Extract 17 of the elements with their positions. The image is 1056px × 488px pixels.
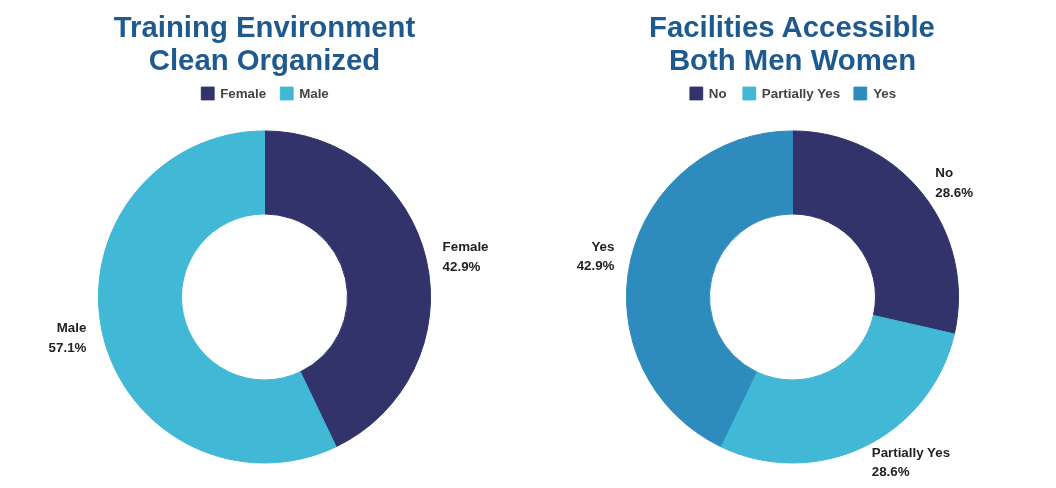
legend-label: Female [220, 85, 267, 101]
data-label: 57.1% [48, 339, 87, 355]
slice-label: Yes [591, 238, 615, 254]
chart-title: Training Environment Clean Organized [113, 10, 416, 77]
slice-label: No [935, 165, 954, 181]
data-label: 28.6% [871, 464, 910, 480]
legend-label: Yes [873, 85, 897, 101]
legend-label: No [708, 85, 728, 101]
chart-title: Facilities Accessible Both Men Women [649, 10, 935, 77]
legend-label: Male [299, 85, 329, 101]
slice-label: Female [442, 239, 489, 255]
data-label: 28.6% [935, 184, 974, 200]
data-label: 42.9% [576, 258, 615, 274]
slice-label: Male [56, 320, 87, 336]
legend-label: Partially Yes [761, 85, 841, 101]
slice-label: Partially Yes [871, 444, 951, 460]
data-label: 42.9% [442, 258, 481, 274]
